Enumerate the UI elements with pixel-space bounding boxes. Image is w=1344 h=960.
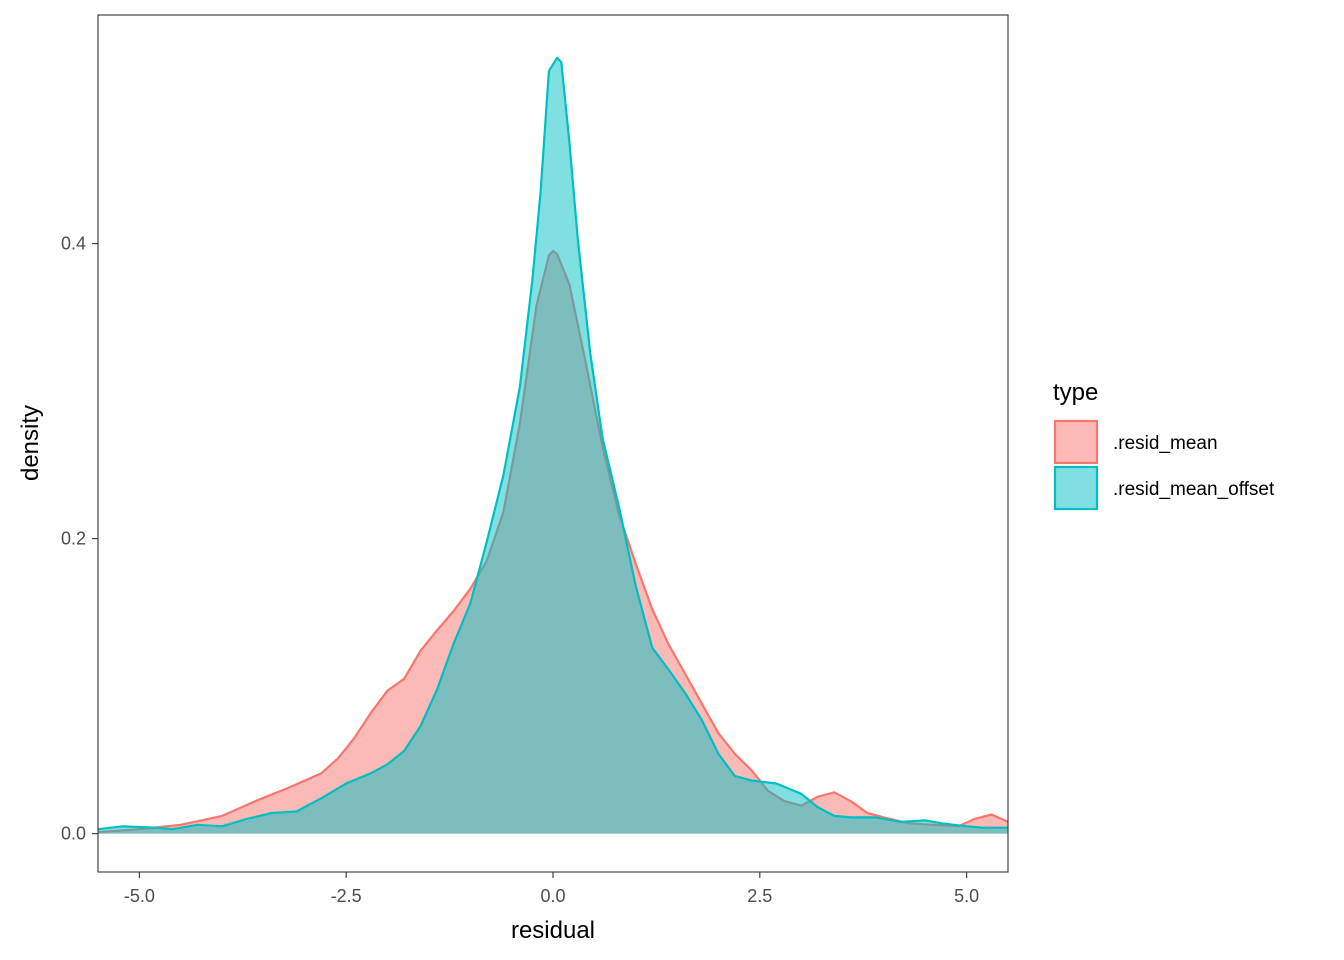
legend: type .resid_mean .resid_mean_offset — [1053, 379, 1275, 511]
x-tick-label: -2.5 — [331, 886, 362, 906]
x-tick-label: 0.0 — [540, 886, 565, 906]
legend-key-resid-mean — [1053, 419, 1099, 465]
y-axis-title: density — [17, 405, 44, 481]
y-tick-label: 0.2 — [61, 529, 86, 549]
legend-title: type — [1053, 379, 1098, 406]
y-tick-label: 0.0 — [61, 824, 86, 844]
series-layer — [98, 56, 1008, 834]
legend-label-resid-mean: .resid_mean — [1113, 433, 1218, 454]
x-tick-label: -5.0 — [124, 886, 155, 906]
y-axis: 0.0 0.2 0.4 — [61, 234, 98, 844]
x-axis: -5.0 -2.5 0.0 2.5 5.0 — [124, 872, 979, 906]
legend-key-resid-mean-offset — [1053, 465, 1099, 511]
x-tick-label: 5.0 — [954, 886, 979, 906]
x-tick-label: 2.5 — [747, 886, 772, 906]
density-line-resid-mean-offset — [98, 56, 1008, 831]
y-tick-label: 0.4 — [61, 234, 86, 254]
legend-label-resid-mean-offset: .resid_mean_offset — [1113, 479, 1275, 500]
x-axis-title: residual — [511, 917, 595, 944]
density-area-resid-mean-offset — [98, 57, 1008, 834]
